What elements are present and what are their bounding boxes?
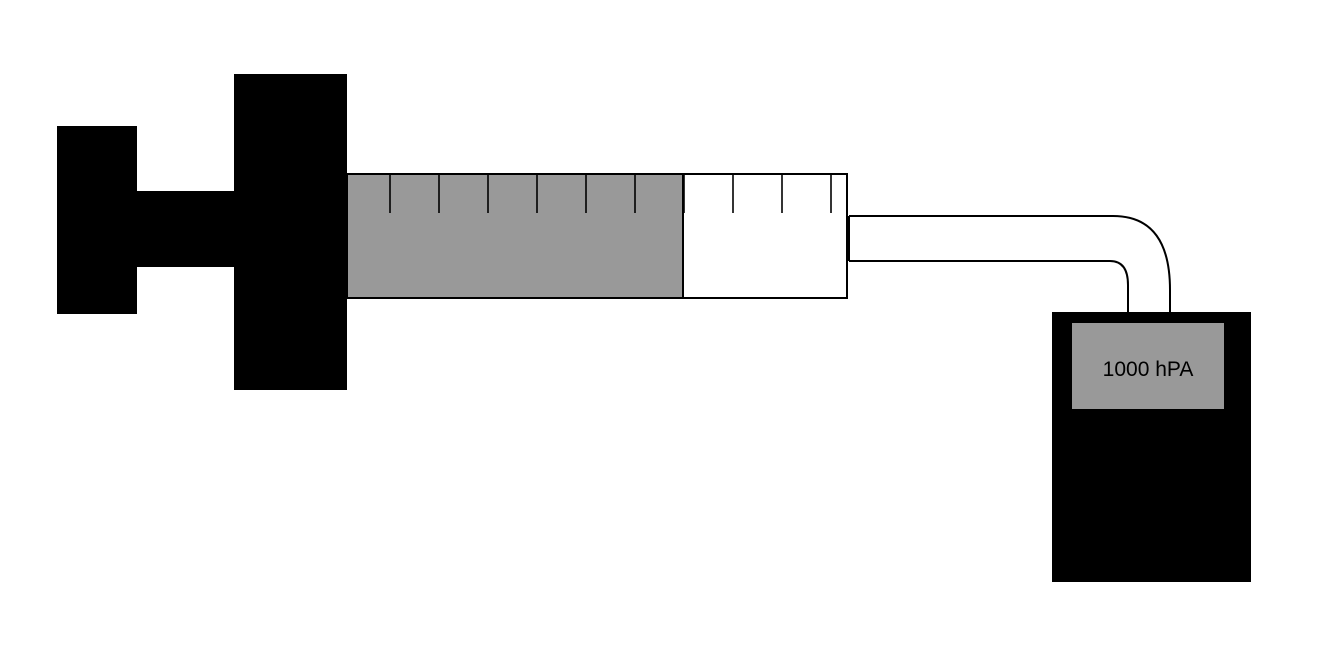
compressed-gas-region	[348, 175, 682, 297]
gauge-display	[1072, 323, 1224, 409]
tube-outer-wall	[849, 215, 1171, 314]
barrel-graduations	[389, 175, 832, 213]
pressure-gauge: 1000 hPA	[1052, 312, 1251, 582]
syringe-barrel	[346, 173, 848, 299]
plunger-thumb-rest	[57, 126, 137, 314]
plunger-rod	[137, 191, 237, 267]
tube-inner-wall	[849, 260, 1129, 314]
gauge-reading: 1000 hPA	[1103, 358, 1194, 381]
plunger-head	[234, 74, 347, 390]
connection-tube	[848, 215, 1171, 314]
